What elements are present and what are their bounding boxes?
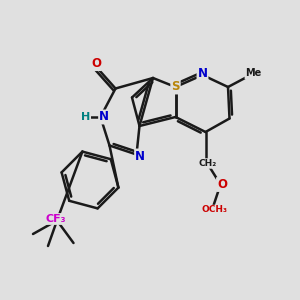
Text: H: H: [81, 112, 90, 122]
Text: OCH₃: OCH₃: [202, 206, 227, 214]
Text: N: N: [99, 110, 109, 124]
Text: CH₂: CH₂: [199, 159, 217, 168]
Text: O: O: [91, 57, 101, 70]
Text: CF₃: CF₃: [45, 214, 66, 224]
Text: N: N: [135, 149, 145, 163]
Text: O: O: [217, 178, 227, 191]
Text: Me: Me: [245, 68, 262, 79]
Text: N: N: [197, 67, 208, 80]
Text: S: S: [171, 80, 180, 94]
